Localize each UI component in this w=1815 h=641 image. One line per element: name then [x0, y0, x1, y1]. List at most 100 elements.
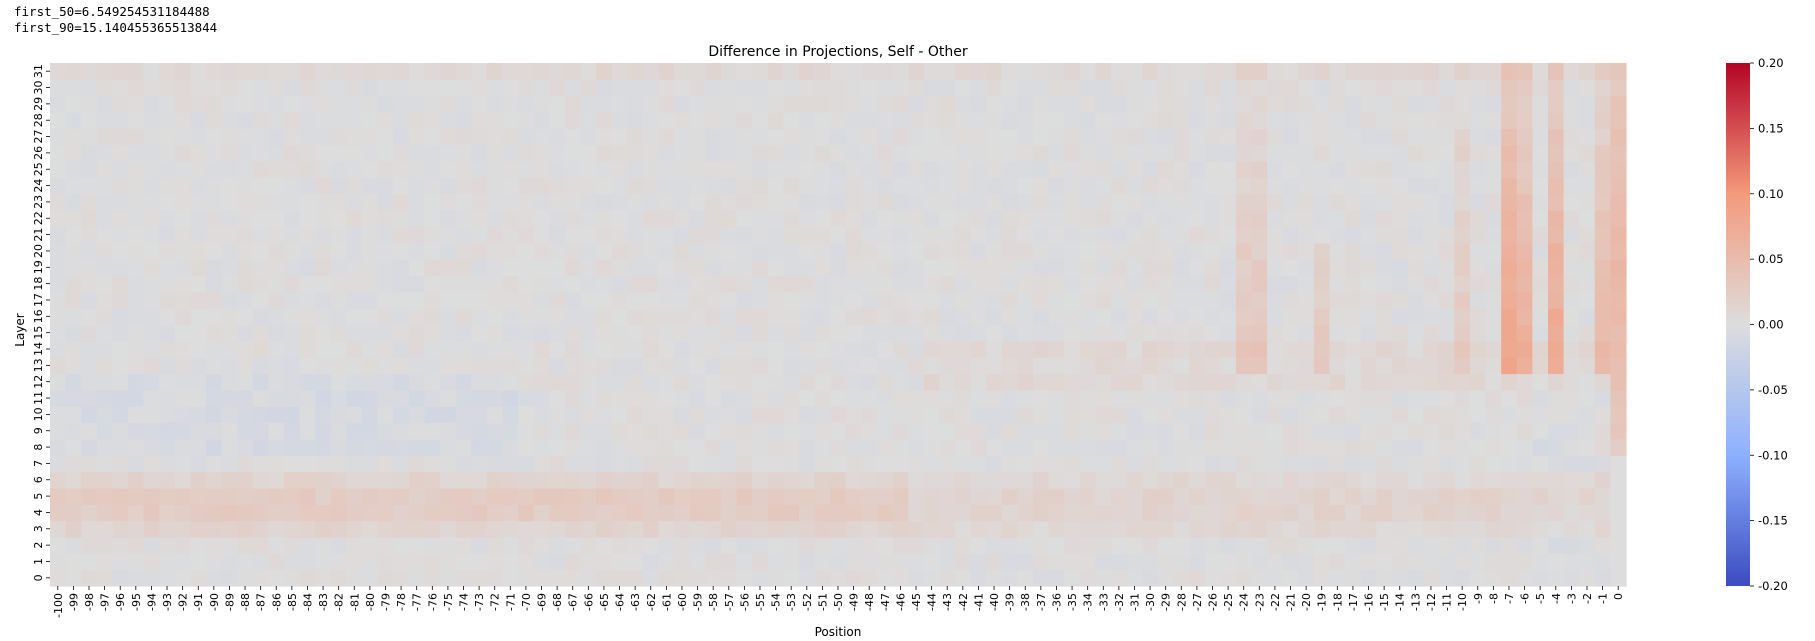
heatmap-cell [830, 226, 847, 244]
heatmap-cell [1329, 373, 1346, 391]
heatmap-cell [174, 471, 192, 489]
heatmap-cell [549, 112, 566, 129]
heatmap-cell [346, 406, 363, 424]
heatmap-cell [674, 161, 691, 178]
heatmap-cell [1345, 144, 1362, 162]
heatmap-cell [362, 536, 379, 554]
heatmap-cell [627, 422, 644, 440]
heatmap-cell [1048, 242, 1065, 260]
heatmap-cell [533, 536, 550, 554]
heatmap-cell [1516, 177, 1533, 195]
heatmap-cell [1204, 308, 1221, 326]
heatmap-cell [923, 79, 941, 97]
heatmap-cell [486, 340, 504, 358]
heatmap-cell [877, 144, 894, 162]
heatmap-cell [1001, 291, 1019, 309]
heatmap-cell [299, 177, 316, 195]
heatmap-cell [1095, 487, 1112, 505]
heatmap-cell [471, 569, 488, 587]
heatmap-cell [845, 177, 862, 195]
heatmap-cell [112, 242, 129, 260]
heatmap-cell [627, 438, 644, 456]
heatmap-cell [268, 291, 285, 309]
heatmap-cell [1001, 128, 1019, 146]
heatmap-cell [284, 291, 301, 309]
heatmap-cell [752, 291, 769, 309]
heatmap-cell [705, 340, 722, 358]
heatmap-cell [1579, 242, 1596, 260]
heatmap-cell [1095, 177, 1112, 195]
heatmap-cell [1454, 177, 1471, 195]
heatmap-cell [1064, 242, 1081, 260]
heatmap-cell [549, 128, 566, 146]
heatmap-cell [190, 259, 207, 277]
heatmap-cell [689, 79, 706, 97]
heatmap-cell [1610, 536, 1627, 554]
heatmap-cell [674, 242, 691, 260]
heatmap-cell [892, 308, 909, 326]
heatmap-cell [1079, 63, 1097, 80]
heatmap-cell [159, 422, 176, 440]
heatmap-cell [1189, 275, 1206, 293]
heatmap-cell [190, 242, 207, 260]
heatmap-cell [1407, 112, 1424, 129]
heatmap-cell [362, 471, 379, 489]
heatmap-cell [393, 438, 410, 456]
heatmap-cell [1157, 291, 1175, 309]
heatmap-cell [689, 259, 706, 277]
heatmap-cell [705, 242, 722, 260]
heatmap-cell [939, 438, 956, 456]
heatmap-cell [783, 536, 800, 554]
heatmap-cell [1173, 308, 1190, 326]
heatmap-cell [596, 63, 613, 80]
heatmap-cell [1594, 553, 1611, 571]
heatmap-cell [1001, 357, 1019, 375]
heatmap-cell [424, 144, 441, 162]
heatmap-cell [611, 438, 628, 456]
heatmap-cell [1173, 275, 1190, 293]
heatmap-cell [1111, 259, 1128, 277]
heatmap-cell [580, 112, 597, 129]
x-tick-label: -61 [660, 593, 673, 611]
heatmap-cell [1345, 128, 1362, 146]
heatmap-cell [1454, 242, 1471, 260]
heatmap-cell [689, 373, 706, 391]
heatmap-cell [1095, 95, 1112, 113]
heatmap-cell [1079, 504, 1097, 522]
heatmap-cell [970, 63, 987, 80]
x-tick-label: -21 [1285, 593, 1298, 611]
heatmap-cell [393, 193, 410, 211]
x-tick-label: -95 [130, 593, 143, 611]
colorbar-tick-label: -0.10 [1758, 448, 1788, 462]
heatmap-cell [908, 226, 925, 244]
heatmap-cell [1267, 259, 1284, 277]
heatmap-cell [174, 63, 192, 80]
heatmap-cell [798, 406, 816, 424]
heatmap-cell [284, 389, 301, 407]
heatmap-cell [424, 357, 441, 375]
heatmap-cell [908, 373, 925, 391]
heatmap-cell [1516, 504, 1533, 522]
heatmap-cell [1079, 553, 1097, 571]
heatmap-cell [268, 340, 285, 358]
heatmap-cell [1563, 79, 1580, 97]
heatmap-cell [861, 112, 878, 129]
heatmap-cell [1423, 144, 1440, 162]
heatmap-cell [1298, 471, 1315, 489]
heatmap-cell [112, 161, 129, 178]
y-tick-label: 28 [32, 113, 45, 127]
heatmap-cell [1610, 210, 1627, 228]
heatmap-cell [471, 373, 488, 391]
heatmap-cell [1220, 275, 1237, 293]
heatmap-cell [1189, 324, 1206, 342]
heatmap-cell [1454, 487, 1471, 505]
heatmap-cell [1142, 569, 1159, 587]
heatmap-cell [174, 275, 192, 293]
heatmap-cell [892, 291, 909, 309]
heatmap-cell [1376, 128, 1393, 146]
heatmap-cell [440, 569, 457, 587]
heatmap-cell [455, 487, 472, 505]
heatmap-cell [50, 63, 67, 80]
heatmap-cell [518, 504, 535, 522]
heatmap-cell [362, 389, 379, 407]
